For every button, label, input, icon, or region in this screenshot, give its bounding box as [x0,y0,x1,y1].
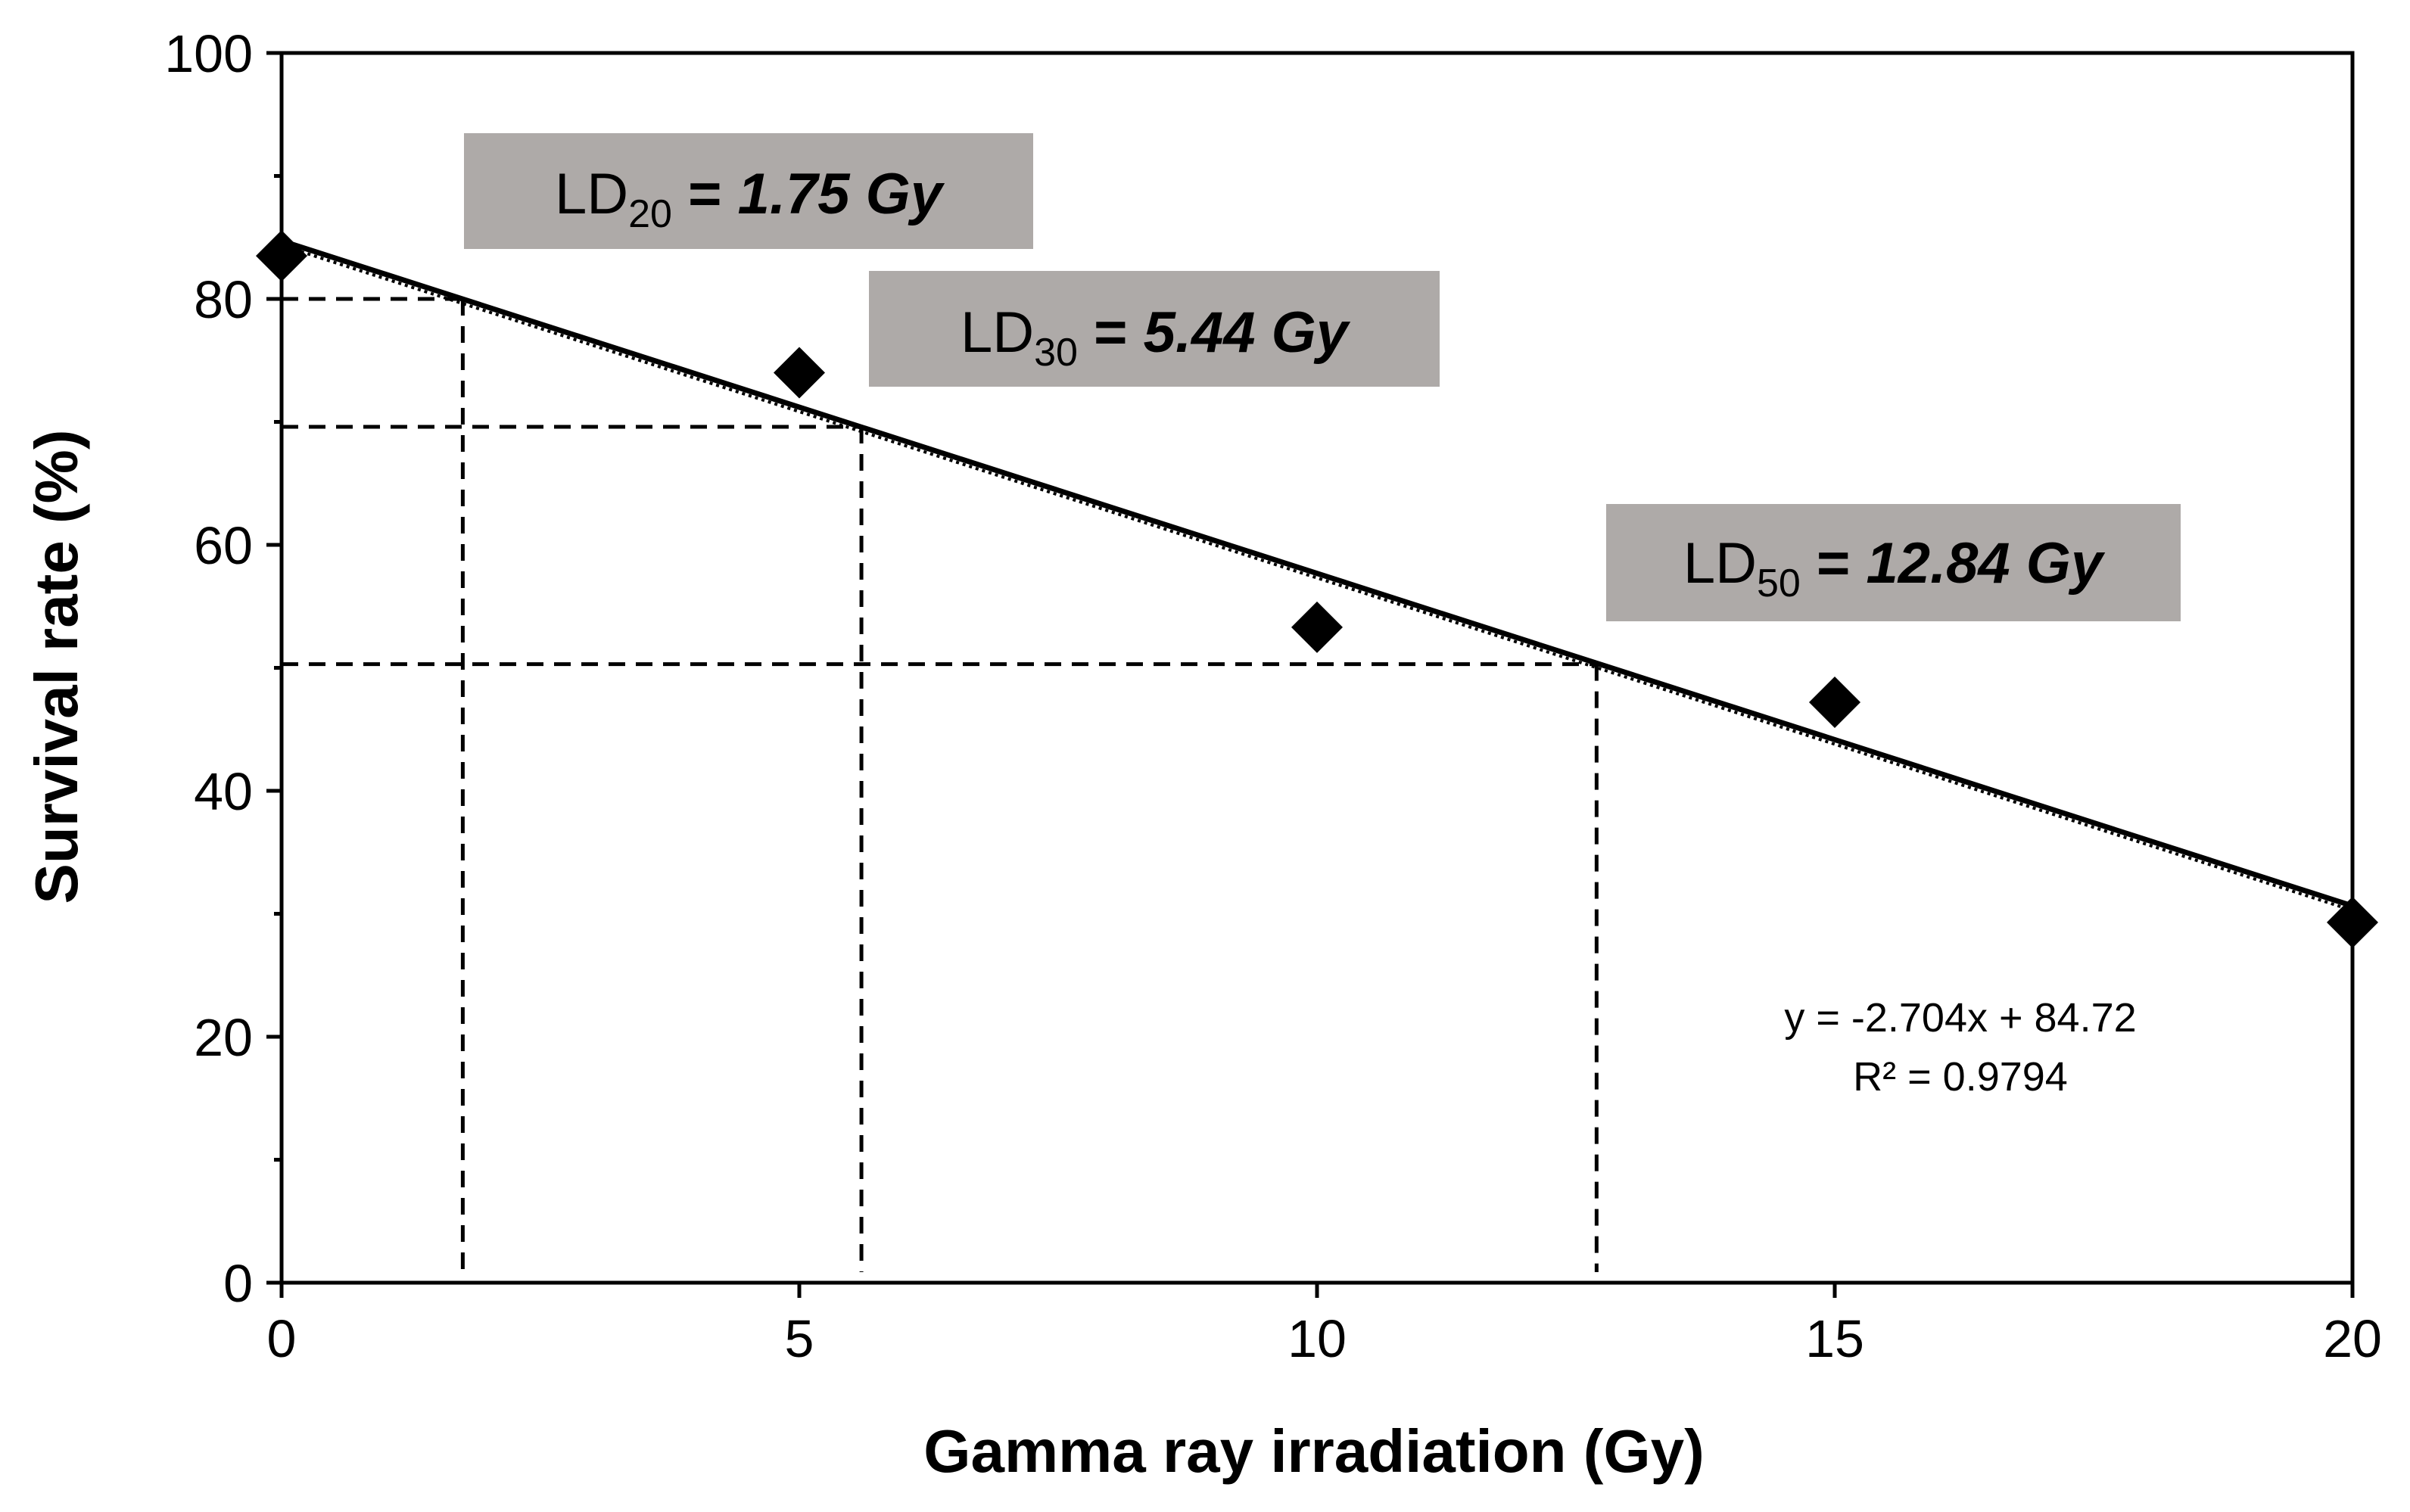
ld-box-2 [1606,504,2181,621]
y-axis-title: Survival rate (%) [23,430,90,904]
ld-prefix: LD [1683,531,1757,596]
trendline-group [280,238,2354,913]
data-point-3 [1809,677,1860,728]
y-tick-label-1: 20 [194,1008,253,1067]
ld-prefix: LD [961,300,1034,365]
ld-box-1 [869,271,1440,387]
ld-value: 1.75 Gy [738,162,945,226]
axes: 0 20 40 60 80 100 0 5 10 15 20 [164,24,2382,1368]
x-tick-label-3: 15 [1805,1309,1864,1368]
x-axis-title: Gamma ray irradiation (Gy) [923,1417,1704,1485]
trendline [280,238,2354,909]
trendline-dotted [281,244,2353,913]
ld-label-2: LD50 = 12.84 Gy [1683,531,2106,605]
x-tick-label-1: 5 [785,1309,814,1368]
ld-value: 5.44 Gy [1144,300,1351,365]
data-point-4 [2327,896,2378,948]
y-tick-label-5: 100 [164,24,253,83]
y-tick-label-0: 0 [223,1254,253,1313]
ld-box-0 [464,133,1033,249]
x-tick-label-4: 20 [2323,1309,2382,1368]
y-tick-label-4: 80 [194,270,253,329]
trendline-equation: y = -2.704x + 84.72 [1784,995,2136,1041]
data-point-2 [1291,601,1343,653]
r-squared-label: R² = 0.9794 [1853,1054,2068,1100]
ld-subscript: 20 [628,192,672,236]
ld-subscript: 30 [1034,331,1078,375]
y-tick-label-3: 60 [194,516,253,575]
ld-equals: = [672,162,738,226]
data-point-1 [774,347,825,399]
data-point-0 [256,230,307,282]
data-points [256,230,2378,948]
x-tick-label-0: 0 [267,1309,297,1368]
ld-prefix: LD [555,162,628,226]
reference-lines [282,297,1599,1272]
ld-equals: = [1801,531,1867,596]
ld-equals: = [1078,300,1144,365]
ld-label-0: LD20 = 1.75 Gy [555,162,945,236]
ld-value: 12.84 Gy [1866,531,2105,596]
ld-label-1: LD30 = 5.44 Gy [961,300,1351,375]
x-tick-label-2: 10 [1288,1309,1347,1368]
y-tick-label-2: 40 [194,762,253,821]
ld-subscript: 50 [1757,562,1801,605]
